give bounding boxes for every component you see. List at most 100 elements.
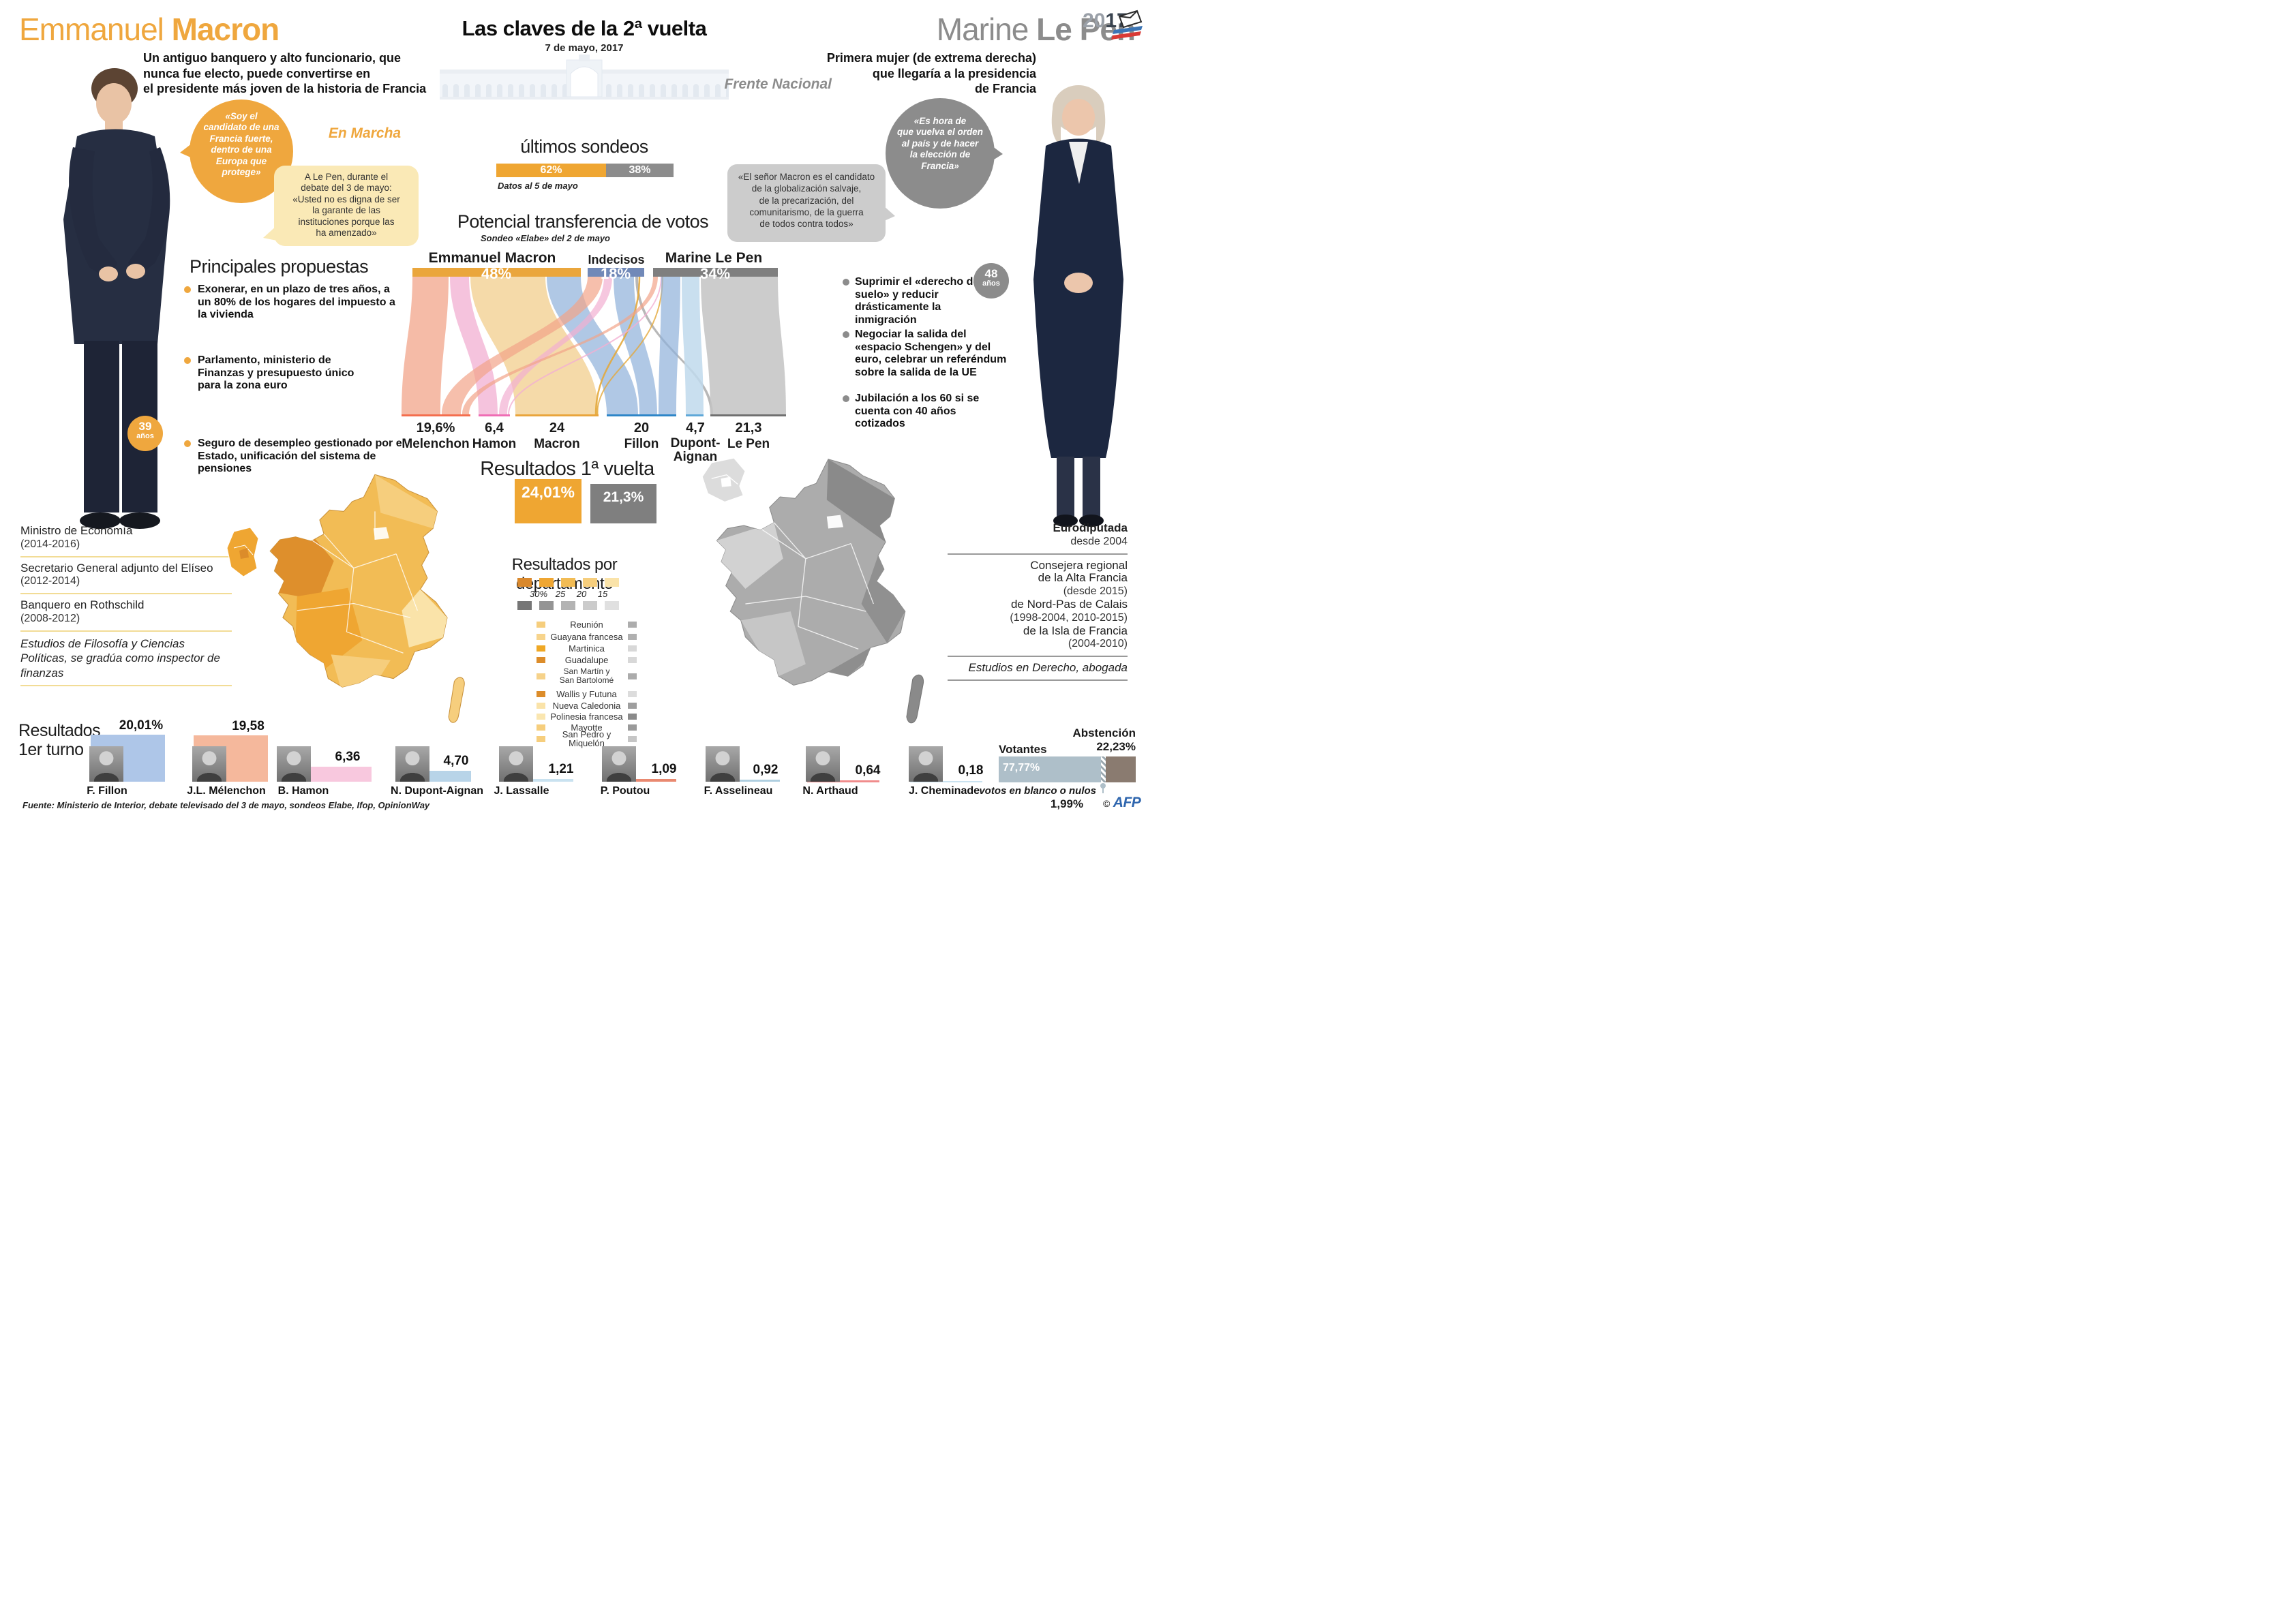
candidate-bar — [603, 779, 676, 782]
lepen-macron-quote-line: «El señor Macron es el candidato — [738, 172, 875, 182]
candidate-photo — [89, 746, 123, 782]
territory-label: San Pedro y Miquelón — [562, 729, 611, 748]
elysee-palace-illustration — [440, 55, 729, 100]
candidate-value: 0,18 — [958, 763, 984, 778]
afp-wordmark: AFP — [1113, 795, 1141, 810]
bio-line: (1998-2004, 2010-2015) — [1010, 611, 1128, 624]
sankey-node-label: Hamon — [472, 437, 517, 451]
scale-swatch — [605, 601, 619, 610]
divider — [948, 553, 1128, 555]
sankey-lepen-pct: 34% — [699, 265, 731, 282]
lepen-macron-quote-line: comunitarismo, de la guerra — [749, 206, 864, 217]
bullet-icon — [843, 331, 849, 338]
bio-line: (desde 2015) — [1063, 585, 1128, 598]
first-round-macron-box: 24,01% — [515, 479, 581, 523]
territory-row: Guadalupe — [537, 654, 637, 665]
sankey-macron-pct: 48% — [481, 265, 512, 282]
candidate-value: 6,36 — [335, 750, 361, 764]
territory-label: Martinica — [569, 643, 605, 654]
territory-swatch-gray — [628, 735, 637, 742]
first-turn-title: Resultados 1er turno — [18, 721, 101, 759]
bio-line: (2004-2010) — [1068, 638, 1128, 650]
turnout-bar: 77,77% — [999, 756, 1136, 782]
territory-row: San Pedro y Miquelón — [537, 730, 637, 748]
sankey-node-label: Le Pen — [727, 437, 770, 451]
territory-swatch-orange — [537, 645, 545, 652]
macron-quote-line: candidato de una — [203, 122, 280, 133]
first-turn-title-line: Resultados — [18, 721, 101, 740]
territory-swatch-orange — [537, 621, 545, 628]
bio-years: desde 2004 — [1070, 535, 1128, 547]
scale-label: 15 — [597, 589, 608, 599]
candidate-value: 0,64 — [855, 763, 881, 778]
territory-swatch-gray — [628, 645, 637, 652]
first-round-lepen-value: 21,3% — [603, 489, 644, 505]
candidate-name: J. Cheminade — [908, 785, 980, 797]
scale-swatch — [517, 601, 532, 610]
candidate-value: 1,09 — [651, 762, 677, 776]
territory-swatch-orange — [537, 690, 545, 697]
macron-quote-line: protege» — [222, 167, 261, 178]
territory-swatch-gray — [628, 724, 637, 731]
blank-votes-label: votos en blanco o nulos — [979, 785, 1096, 797]
transfer-title: Potencial transferencia de votos — [457, 211, 709, 232]
candidate-value: 20,01% — [119, 718, 164, 733]
lepen-party-label: Frente Nacional — [724, 76, 832, 92]
territory-label: Wallis y Futuna — [556, 688, 617, 699]
bio-years: (2008-2012) — [20, 613, 80, 625]
macron-quote-line: «Soy el — [225, 111, 258, 121]
first-round-macron-value: 24,01% — [521, 483, 575, 501]
scale-swatch — [583, 601, 597, 610]
age-unit: años — [136, 432, 154, 440]
scale-swatch — [583, 578, 597, 587]
sankey-node-label: Macron — [534, 437, 580, 451]
paris-region-inset-macron — [227, 527, 259, 577]
age-unit: años — [982, 279, 1000, 288]
territory-row: San Martín y San Bartolomé — [537, 667, 637, 686]
debate-quote-line: instituciones porque las — [298, 216, 395, 227]
polls-lepen-segment: 38% — [606, 164, 674, 177]
territory-row: Reunión — [537, 619, 637, 630]
dept-title: Resultados por departamento — [511, 555, 618, 593]
divider — [948, 656, 1128, 658]
bullet-icon — [184, 286, 191, 293]
sankey-node-label: Fillon — [624, 437, 659, 451]
age-value: 48 — [984, 267, 998, 280]
macron-description: Un antiguo banquero y alto funcionario, … — [143, 50, 450, 97]
lepen-desc-line: que llegaría a la presidencia — [872, 66, 1036, 80]
lepen-macron-quote-bubble: «El señor Macron es el candidato de la g… — [727, 164, 895, 242]
divider — [20, 684, 232, 686]
macron-proposal-item: Seguro de desempleo gestionado por el Es… — [198, 438, 406, 475]
candidate-bar — [500, 779, 573, 782]
territory-swatch-orange — [537, 713, 545, 720]
bio-title: Eurodiputada — [1053, 521, 1128, 534]
blank-votes-value: 1,99% — [1050, 797, 1084, 810]
bio-note: Estudios en Derecho, abogada — [968, 661, 1128, 675]
sankey-node-value: 24 — [549, 420, 565, 435]
macron-proposal-item: Parlamento, ministerio de Finanzas y pre… — [198, 354, 354, 392]
abstencion-label: Abstención — [1072, 726, 1136, 739]
divider — [20, 555, 232, 557]
polls-note: Datos al 5 de mayo — [498, 181, 578, 191]
page-date: 7 de mayo, 2017 — [545, 42, 624, 54]
candidate-name: N. Arthaud — [802, 785, 858, 797]
sankey-node-label: Dupont- Aignan — [661, 437, 729, 464]
candidate-value: 19,58 — [232, 719, 265, 733]
dept-scale-gray — [517, 601, 619, 610]
candidate-value: 1,21 — [548, 762, 574, 776]
bio-line: de Nord-Pas de Calais — [1010, 598, 1128, 611]
scale-label: 25 — [555, 589, 566, 599]
territory-swatch-orange — [537, 673, 545, 679]
blank-votes-callout — [1100, 783, 1106, 793]
lepen-proposal-item: Negociar la salida del «espacio Schengen… — [855, 328, 1007, 378]
candidate-photo — [706, 746, 740, 782]
territory-swatch-orange — [537, 633, 545, 640]
bullet-icon — [184, 440, 191, 447]
lepen-results-map — [716, 459, 924, 724]
territory-label: Reunión — [570, 619, 603, 630]
lepen-macron-quote-line: de la precarización, del — [759, 195, 854, 206]
lepen-age-badge: 48 años — [973, 263, 1009, 299]
debate-quote-line: ha amenzado» — [316, 228, 377, 239]
copyright-icon: © — [1103, 798, 1111, 809]
abstencion-value: 22,23% — [1096, 740, 1136, 753]
